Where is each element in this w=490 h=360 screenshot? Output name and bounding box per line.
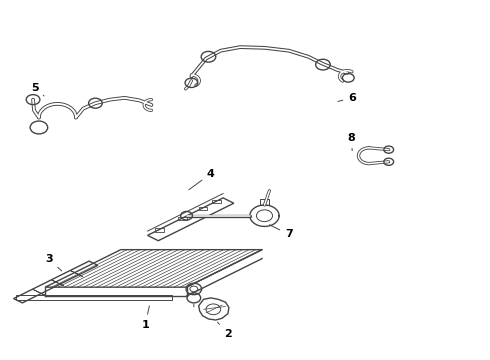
Text: 2: 2 [218, 322, 232, 339]
Bar [155, 228, 164, 231]
Text: 8: 8 [347, 133, 355, 151]
Text: 6: 6 [338, 93, 356, 103]
Bar [198, 207, 207, 210]
Text: 1: 1 [141, 306, 149, 330]
Text: 5: 5 [31, 83, 44, 96]
Text: 7: 7 [270, 225, 293, 239]
Text: 3: 3 [45, 254, 62, 271]
Text: 4: 4 [189, 168, 215, 190]
Bar [212, 200, 221, 203]
Bar [178, 217, 187, 220]
